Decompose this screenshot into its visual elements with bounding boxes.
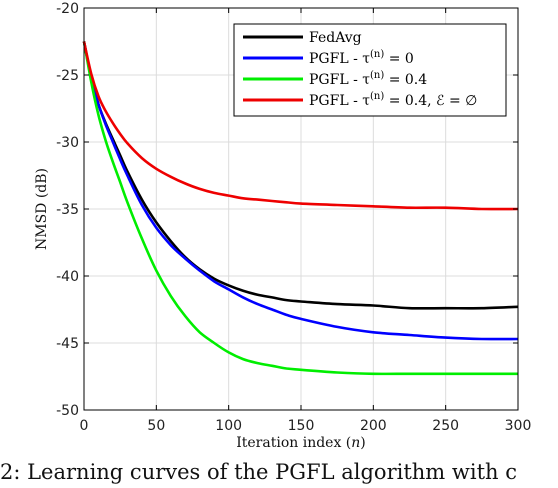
series-line-pgfl-tau-0-4-empty-set [82,41,519,211]
x-tick-label: 250 [432,418,459,434]
legend-label-pgfl-tau-0-4: PGFL - τ(n) = 0.4 [309,70,427,88]
y-axis-label: NMSD (dB) [34,168,50,250]
x-tick-label: 0 [80,418,89,434]
learning-curve-chart: 0 50 100 150 200 250 300-50-45-40-35-30-25-20 … [34,1,531,451]
y-tick-label: -20 [56,1,79,17]
x-axis-label: Iteration index (n) [236,435,366,451]
axis-tick-labels: 0 50 100 150 200 250 300 -50 -45 -40 -35 -30 -25 -20 [56,1,531,434]
y-tick-label: -25 [56,68,79,84]
legend-label-pgfl-tau-0: PGFL - τ(n) = 0 [309,49,414,67]
y-tick-label: -45 [56,336,79,352]
x-tick-label: 100 [215,418,242,434]
series-line-pgfl-tau-0-4 [82,41,518,376]
legend-entries: FedAvg PGFL - τ(n) = 0 PGFL - τ(n) = 0.4 PG… [243,30,477,109]
y-tick-label: -50 [56,403,79,419]
x-tick-label: 200 [360,418,387,434]
x-tick-label: 300 [505,418,532,434]
legend-label-fedavg: FedAvg [309,30,362,46]
legend: FedAvg PGFL - τ(n) = 0 PGFL - τ(n) = 0.4 PG… [233,23,507,117]
y-tick-label: -40 [56,269,79,285]
legend-label-pgfl-tau-0-4-empty-set: PGFL - τ(n) = 0.4, ℰ = ∅ [309,91,477,109]
series-layer [82,41,519,376]
y-tick-label: -35 [56,202,79,218]
x-tick-label: 50 [147,418,165,434]
figure-caption: 2: Learning curves of the PGFL algorithm… [0,460,517,484]
x-tick-label: 150 [288,418,315,434]
series-line-pgfl-tau-0 [82,41,519,341]
y-tick-label: -30 [56,135,79,151]
axis-ticks [83,7,519,411]
